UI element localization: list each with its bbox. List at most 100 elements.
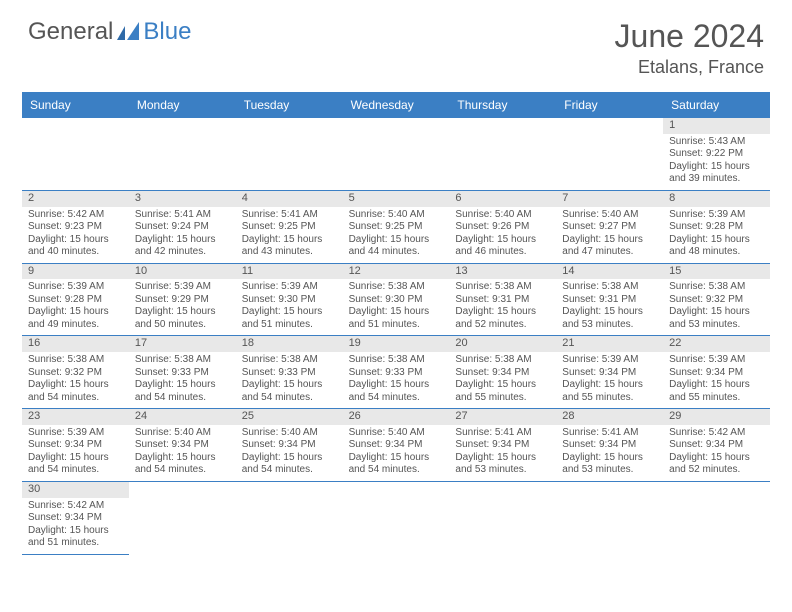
logo: General Blue [28, 18, 191, 46]
sunset-text: Sunset: 9:34 PM [135, 439, 230, 452]
sunset-text: Sunset: 9:34 PM [562, 367, 657, 380]
daylight-text: and 54 minutes. [135, 392, 230, 405]
day-number: 3 [129, 191, 236, 207]
daylight-text: and 51 minutes. [242, 319, 337, 332]
sunset-text: Sunset: 9:31 PM [562, 294, 657, 307]
daylight-text: Daylight: 15 hours [669, 379, 764, 392]
daylight-text: Daylight: 15 hours [455, 452, 550, 465]
sunrise-text: Sunrise: 5:43 AM [669, 136, 764, 149]
sunset-text: Sunset: 9:34 PM [455, 439, 550, 452]
day-number: 27 [449, 409, 556, 425]
sunset-text: Sunset: 9:33 PM [242, 367, 337, 380]
daylight-text: Daylight: 15 hours [669, 234, 764, 247]
calendar-day-empty [556, 118, 663, 191]
sunset-text: Sunset: 9:34 PM [455, 367, 550, 380]
calendar-day: 4 Sunrise: 5:41 AMSunset: 9:25 PMDaylight… [236, 191, 343, 264]
daylight-text: Daylight: 15 hours [455, 306, 550, 319]
calendar-day: 27Sunrise: 5:41 AMSunset: 9:34 PMDayligh… [449, 409, 556, 482]
sunrise-text: Sunrise: 5:39 AM [135, 281, 230, 294]
calendar-day: 10Sunrise: 5:39 AMSunset: 9:29 PMDayligh… [129, 264, 236, 337]
daylight-text: and 43 minutes. [242, 246, 337, 259]
sunrise-text: Sunrise: 5:38 AM [562, 281, 657, 294]
sunrise-text: Sunrise: 5:41 AM [242, 209, 337, 222]
daylight-text: Daylight: 15 hours [135, 452, 230, 465]
daylight-text: Daylight: 15 hours [455, 234, 550, 247]
sunset-text: Sunset: 9:33 PM [135, 367, 230, 380]
day-number: 4 [236, 191, 343, 207]
day-number: 10 [129, 264, 236, 280]
sunrise-text: Sunrise: 5:40 AM [562, 209, 657, 222]
daylight-text: Daylight: 15 hours [242, 452, 337, 465]
calendar-day: 23Sunrise: 5:39 AMSunset: 9:34 PMDayligh… [22, 409, 129, 482]
day-number: 24 [129, 409, 236, 425]
sunrise-text: Sunrise: 5:40 AM [349, 209, 444, 222]
header: General Blue June 2024 Etalans, France [0, 0, 792, 86]
daylight-text: and 55 minutes. [669, 392, 764, 405]
calendar-week: 9Sunrise: 5:39 AMSunset: 9:28 PMDaylight… [22, 264, 770, 337]
day-number: 15 [663, 264, 770, 280]
sunrise-text: Sunrise: 5:41 AM [135, 209, 230, 222]
daylight-text: and 53 minutes. [455, 464, 550, 477]
calendar-day: 2Sunrise: 5:42 AMSunset: 9:23 PMDaylight… [22, 191, 129, 264]
daylight-text: Daylight: 15 hours [349, 234, 444, 247]
daylight-text: and 52 minutes. [669, 464, 764, 477]
sunrise-text: Sunrise: 5:40 AM [135, 427, 230, 440]
calendar-day: 20Sunrise: 5:38 AMSunset: 9:34 PMDayligh… [449, 336, 556, 409]
weekday-label: Thursday [449, 92, 556, 118]
daylight-text: Daylight: 15 hours [28, 525, 123, 538]
calendar-week: 23Sunrise: 5:39 AMSunset: 9:34 PMDayligh… [22, 409, 770, 482]
sunset-text: Sunset: 9:25 PM [242, 221, 337, 234]
day-number: 29 [663, 409, 770, 425]
day-number: 23 [22, 409, 129, 425]
calendar-day: 16Sunrise: 5:38 AMSunset: 9:32 PMDayligh… [22, 336, 129, 409]
daylight-text: Daylight: 15 hours [562, 379, 657, 392]
day-number: 19 [343, 336, 450, 352]
logo-sails-icon [115, 22, 141, 42]
day-number: 16 [22, 336, 129, 352]
sunset-text: Sunset: 9:28 PM [669, 221, 764, 234]
calendar-day: 8Sunrise: 5:39 AMSunset: 9:28 PMDaylight… [663, 191, 770, 264]
sunset-text: Sunset: 9:34 PM [242, 439, 337, 452]
calendar-day-empty [449, 482, 556, 555]
daylight-text: Daylight: 15 hours [242, 234, 337, 247]
sunrise-text: Sunrise: 5:38 AM [135, 354, 230, 367]
weekday-label: Friday [556, 92, 663, 118]
sunrise-text: Sunrise: 5:42 AM [28, 500, 123, 513]
sunrise-text: Sunrise: 5:38 AM [455, 281, 550, 294]
calendar-day: 24 Sunrise: 5:40 AMSunset: 9:34 PMDayligh… [129, 409, 236, 482]
daylight-text: Daylight: 15 hours [28, 452, 123, 465]
daylight-text: and 42 minutes. [135, 246, 230, 259]
daylight-text: and 55 minutes. [455, 392, 550, 405]
location-label: Etalans, France [615, 57, 764, 78]
logo-word1: General [28, 18, 113, 46]
daylight-text: and 49 minutes. [28, 319, 123, 332]
sunrise-text: Sunrise: 5:38 AM [242, 354, 337, 367]
day-number: 5 [343, 191, 450, 207]
sunset-text: Sunset: 9:24 PM [135, 221, 230, 234]
sunset-text: Sunset: 9:27 PM [562, 221, 657, 234]
daylight-text: and 39 minutes. [669, 173, 764, 186]
daylight-text: Daylight: 15 hours [135, 306, 230, 319]
sunrise-text: Sunrise: 5:41 AM [562, 427, 657, 440]
page-title: June 2024 [615, 18, 764, 55]
calendar-day-empty [236, 482, 343, 555]
calendar-day-empty [129, 118, 236, 191]
calendar-day: 22Sunrise: 5:39 AMSunset: 9:34 PMDayligh… [663, 336, 770, 409]
calendar-day: 19Sunrise: 5:38 AMSunset: 9:33 PMDayligh… [343, 336, 450, 409]
daylight-text: and 53 minutes. [562, 464, 657, 477]
calendar-day-empty [663, 482, 770, 555]
calendar-week: 2Sunrise: 5:42 AMSunset: 9:23 PMDaylight… [22, 191, 770, 264]
sunrise-text: Sunrise: 5:39 AM [669, 354, 764, 367]
daylight-text: and 51 minutes. [349, 319, 444, 332]
daylight-text: and 54 minutes. [349, 392, 444, 405]
day-number: 18 [236, 336, 343, 352]
weekday-label: Tuesday [236, 92, 343, 118]
daylight-text: Daylight: 15 hours [28, 306, 123, 319]
daylight-text: Daylight: 15 hours [242, 306, 337, 319]
calendar-day: 3Sunrise: 5:41 AMSunset: 9:24 PMDaylight… [129, 191, 236, 264]
day-number: 7 [556, 191, 663, 207]
day-number: 1 [663, 118, 770, 134]
daylight-text: Daylight: 15 hours [562, 306, 657, 319]
daylight-text: and 50 minutes. [135, 319, 230, 332]
daylight-text: and 48 minutes. [669, 246, 764, 259]
